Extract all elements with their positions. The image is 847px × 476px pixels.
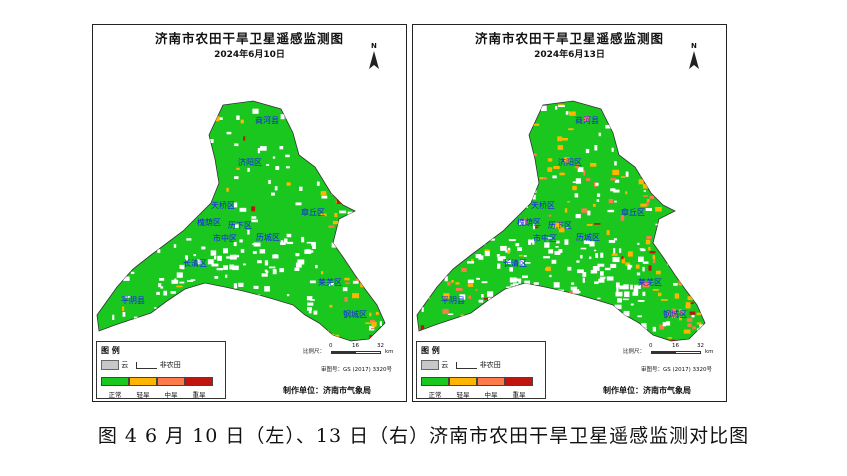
legend-swatch-0 — [421, 377, 449, 386]
legend-color-boxes — [421, 377, 533, 386]
map-title: 济南市农田干旱卫星遥感监测图 — [154, 31, 344, 46]
county-label: 莱芜区 — [318, 277, 342, 287]
county-label: 钢城区 — [343, 309, 367, 319]
legend-label-3: 重旱 — [192, 391, 206, 399]
legend-label-3: 重旱 — [512, 391, 526, 399]
legend-swatch-3 — [185, 377, 213, 386]
scale-bar: 比例尺： 0 16 32 km — [623, 343, 714, 355]
legend-cloud-label: 云 — [121, 361, 129, 369]
north-arrow-icon: N — [688, 42, 700, 71]
legend-swatch-0 — [101, 377, 129, 386]
legend-swatch-3 — [505, 377, 533, 386]
north-arrow-icon: N — [368, 42, 380, 71]
scale-bar: 比例尺： 0 16 32 km — [303, 343, 394, 355]
county-label: 平阴县 — [121, 296, 145, 305]
county-label: 历下区 — [228, 221, 252, 230]
legend-swatch-2 — [477, 377, 505, 386]
county-label: 市中区 — [533, 233, 557, 243]
county-label: 长清区 — [183, 258, 207, 268]
county-label: 莱芜区 — [638, 277, 662, 287]
county-label: 历城区 — [576, 233, 600, 242]
cloud-swatch — [421, 360, 439, 370]
legend-label-2: 中旱 — [164, 391, 178, 399]
region-outline — [416, 100, 706, 342]
legend-label-1: 轻旱 — [456, 391, 470, 399]
legend-title: 图 例 — [101, 346, 120, 355]
county-label: 钢城区 — [663, 309, 687, 319]
county-label: 章丘区 — [621, 207, 645, 217]
county-label: 长清区 — [503, 258, 527, 268]
legend-swatch-1 — [129, 377, 157, 386]
county-label: 天桥区 — [531, 200, 555, 210]
cloud-swatch — [101, 360, 119, 370]
non-farmland-swatch — [136, 361, 158, 369]
approval-number: 审图号：GS (2017) 3320号 — [641, 367, 713, 373]
county-label: 槐荫区 — [517, 217, 541, 227]
legend-color-boxes — [101, 377, 213, 386]
producer-label: 制作单位：济南市气象局 — [283, 386, 371, 395]
legend-nonfarm-label: 非农田 — [159, 361, 181, 369]
non-farmland-swatch — [456, 361, 478, 369]
county-label: 平阴县 — [441, 296, 465, 305]
legend-color-labels: 正常 轻旱 中旱 重旱 — [101, 389, 213, 399]
legend-label-0: 正常 — [108, 391, 122, 399]
county-label: 商河县 — [255, 115, 279, 125]
county-label: 章丘区 — [301, 207, 325, 217]
legend-title: 图 例 — [421, 346, 440, 355]
producer-label: 制作单位：济南市气象局 — [603, 386, 691, 395]
county-label: 市中区 — [213, 233, 237, 243]
legend-swatch-1 — [449, 377, 477, 386]
county-label: 天桥区 — [211, 200, 235, 210]
legend-swatch-2 — [157, 377, 185, 386]
map-date: 2024年6月13日 — [534, 50, 605, 60]
county-label: 商河县 — [575, 115, 599, 125]
county-label: 槐荫区 — [197, 217, 221, 227]
legend-label-1: 轻旱 — [136, 391, 150, 399]
map-panel-left: 商河县济阳区天桥区章丘区槐荫区 历下区市中区 历城区长清区莱芜区平阴县钢城区 济南市… — [92, 24, 407, 402]
map-panel-right: 商河县济阳区天桥区章丘区槐荫区 历下区市中区 历城区长清区莱芜区平阴县钢城区 济南市… — [412, 24, 727, 402]
county-label: 历下区 — [548, 221, 572, 230]
legend-label-0: 正常 — [428, 391, 442, 399]
county-label: 济阳区 — [238, 157, 262, 167]
legend-nonfarm-label: 非农田 — [479, 361, 501, 369]
legend-color-labels: 正常 轻旱 中旱 重旱 — [421, 389, 533, 399]
map-title: 济南市农田干旱卫星遥感监测图 — [474, 31, 664, 46]
legend-cloud-label: 云 — [441, 361, 449, 369]
county-label: 历城区 — [256, 233, 280, 242]
approval-number: 审图号：GS (2017) 3320号 — [321, 367, 393, 373]
map-date: 2024年6月10日 — [214, 50, 285, 60]
figure-caption: 图 4 6 月 10 日（左）、13 日（右）济南市农田干旱卫星遥感监测对比图 — [97, 425, 750, 447]
legend: 图 例 云 非农田 正常 轻旱 中旱 重旱 — [416, 341, 546, 399]
county-label: 济阳区 — [558, 157, 582, 167]
legend-label-2: 中旱 — [484, 391, 498, 399]
legend: 图 例 云 非农田 正常 轻旱 中旱 重旱 — [96, 341, 226, 399]
